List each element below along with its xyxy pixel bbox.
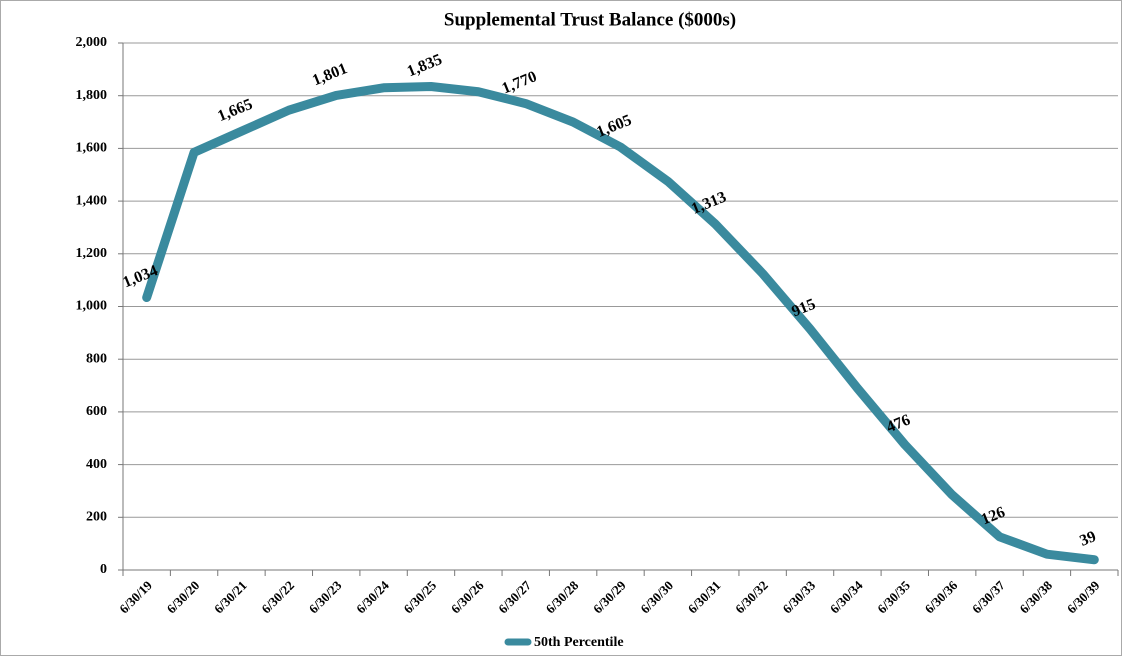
line: [142, 81, 1099, 565]
y-tick-label: 600: [86, 404, 107, 419]
y-tick-label: 800: [86, 351, 107, 366]
y-tick-label: 1,800: [76, 88, 108, 103]
y-tick-label: 200: [86, 510, 107, 525]
y-tick-label: 1,200: [76, 246, 108, 261]
chart-title: Supplemental Trust Balance ($000s): [444, 9, 736, 30]
y-tick-label: 1,600: [76, 141, 108, 156]
y-tick-label: 2,000: [76, 35, 108, 50]
legend-label: 50th Percentile: [534, 635, 624, 650]
y-tick-label: 0: [100, 562, 107, 577]
y-tick-label: 400: [86, 457, 107, 472]
data-label: 39: [1077, 528, 1098, 550]
y-tick-label: 1,000: [76, 299, 108, 314]
y-tick-label: 1,400: [76, 193, 108, 208]
